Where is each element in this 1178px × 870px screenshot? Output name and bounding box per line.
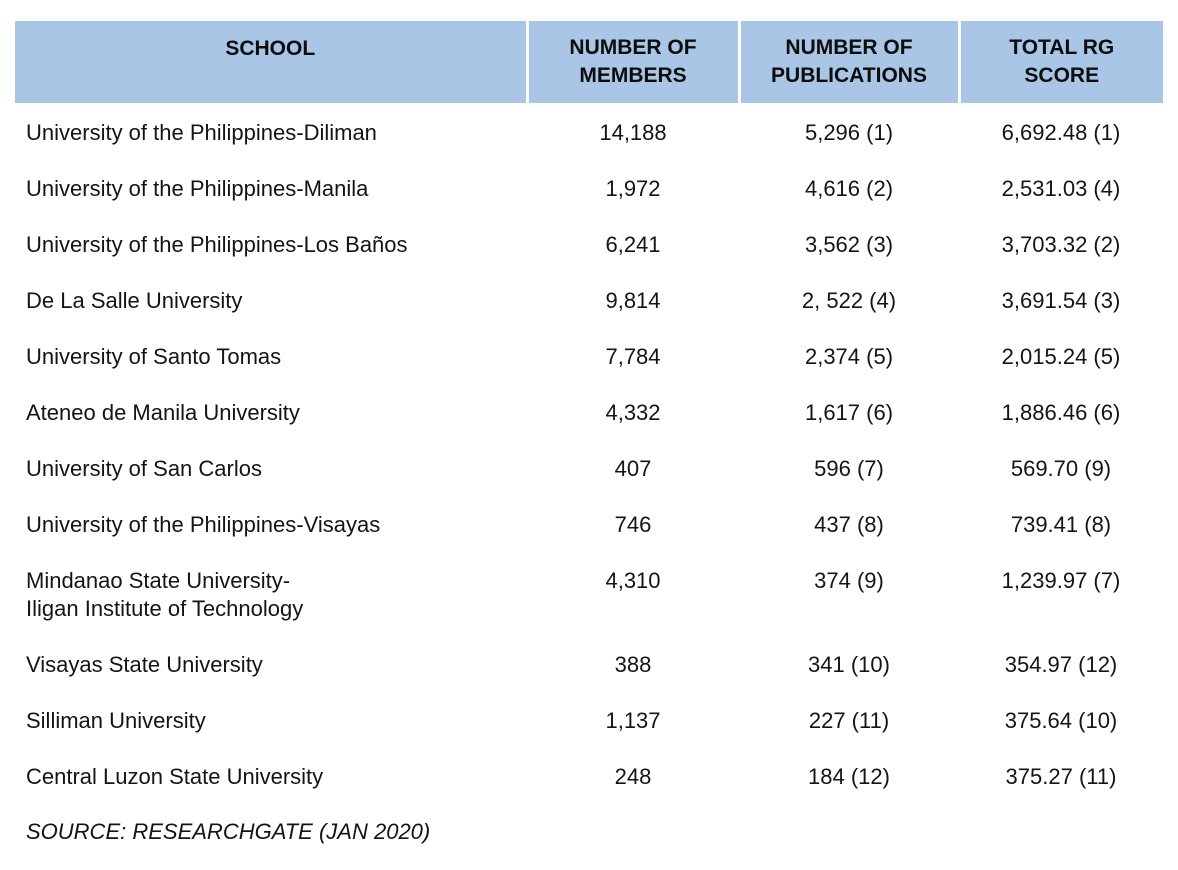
- school-name-line: University of San Carlos: [26, 456, 262, 481]
- cell-members: 388: [614, 652, 652, 677]
- cell-rg-score: 3,703.32 (2): [1001, 232, 1121, 257]
- source-note: SOURCE: RESEARCHGATE (JAN 2020): [26, 819, 431, 844]
- table-row: De La Salle University 9,814 2, 522 (4) 3,6…: [15, 274, 1163, 330]
- cell-school: De La Salle University: [15, 274, 527, 330]
- table-row: University of the Philippines-Visayas 746…: [15, 498, 1163, 554]
- cell-rg-score: 375.64 (10): [1004, 708, 1118, 733]
- cell-publications: 596 (7): [814, 456, 884, 481]
- table-row: University of the Philippines-Diliman 14,…: [15, 103, 1163, 162]
- cell-members: 407: [614, 456, 652, 481]
- cell-publications: 341 (10): [808, 652, 890, 677]
- table-row: Mindanao State University- Iligan Institu…: [15, 554, 1163, 638]
- header-publications-line: PUBLICATIONS: [771, 64, 927, 87]
- cell-rg-score: 2,015.24 (5): [1001, 344, 1121, 369]
- table-row: Silliman University 1,137 227 (11) 375.64 (…: [15, 694, 1163, 750]
- cell-members: 1,972: [605, 176, 661, 201]
- table-row: Ateneo de Manila University 4,332 1,617 (6…: [15, 386, 1163, 442]
- school-name-line: University of the Philippines-Manila: [26, 176, 369, 201]
- cell-rg-score: 375.27 (11): [1005, 764, 1117, 789]
- cell-members: 14,188: [599, 120, 667, 145]
- cell-school: Silliman University: [15, 694, 527, 750]
- header-members: NUMBER OF MEMBERS: [525, 21, 739, 103]
- cell-school: Mindanao State University- Iligan Institu…: [15, 554, 527, 638]
- school-name-line: Central Luzon State University: [26, 764, 324, 789]
- cell-members: 6,241: [605, 232, 661, 257]
- cell-rg-score: 569.70 (9): [1010, 456, 1112, 481]
- table-container: SCHOOL NUMBER OF MEMBERS NUMBER OF PUBLI…: [15, 21, 1163, 806]
- cell-publications: 2,374 (5): [804, 344, 894, 369]
- table-body: University of the Philippines-Diliman 14,…: [15, 103, 1163, 806]
- header-publications: NUMBER OF PUBLICATIONS: [737, 21, 959, 103]
- cell-school: University of the Philippines-Visayas: [15, 498, 527, 554]
- cell-publications: 1,617 (6): [804, 400, 894, 425]
- cell-school: University of Santo Tomas: [15, 330, 527, 386]
- header-school-line: SCHOOL: [225, 37, 316, 60]
- header-members-line: MEMBERS: [579, 64, 687, 87]
- cell-rg-score: 354.97 (12): [1004, 652, 1118, 677]
- cell-members: 7,784: [605, 344, 661, 369]
- school-name-line: Ateneo de Manila University: [26, 400, 300, 425]
- cell-publications: 4,616 (2): [804, 176, 894, 201]
- table-row: Visayas State University 388 341 (10) 354.9…: [15, 638, 1163, 694]
- cell-publications: 184 (12): [808, 764, 890, 789]
- cell-school: University of the Philippines-Manila: [15, 162, 527, 218]
- cell-members: 4,310: [605, 568, 661, 593]
- header-members-line: NUMBER OF: [569, 36, 697, 59]
- cell-members: 1,137: [605, 708, 661, 733]
- cell-members: 248: [614, 764, 652, 789]
- school-name-line: Mindanao State University-: [26, 568, 291, 593]
- cell-school: University of the Philippines-Los Baños: [15, 218, 527, 274]
- school-name-line: De La Salle University: [26, 288, 243, 313]
- cell-publications: 3,562 (3): [804, 232, 894, 257]
- cell-publications: 374 (9): [814, 568, 884, 593]
- cell-rg-score: 1,886.46 (6): [1001, 400, 1121, 425]
- cell-publications: 5,296 (1): [804, 120, 894, 145]
- cell-members: 4,332: [605, 400, 661, 425]
- header-school: SCHOOL: [15, 21, 527, 103]
- header-rg-score-line: SCORE: [1024, 64, 1100, 87]
- header-row: SCHOOL NUMBER OF MEMBERS NUMBER OF PUBLI…: [15, 21, 1163, 103]
- cell-school: Central Luzon State University: [15, 750, 527, 806]
- school-name-line: University of the Philippines-Los Baños: [26, 232, 408, 257]
- cell-school: University of the Philippines-Diliman: [15, 103, 527, 162]
- school-name-line: University of the Philippines-Visayas: [26, 512, 381, 537]
- table-header: SCHOOL NUMBER OF MEMBERS NUMBER OF PUBLI…: [15, 21, 1163, 103]
- header-publications-line: NUMBER OF: [785, 36, 913, 59]
- school-name-line: Visayas State University: [26, 652, 263, 677]
- cell-publications: 227 (11): [808, 708, 890, 733]
- table-row: Central Luzon State University 248 184 (12…: [15, 750, 1163, 806]
- table-row: University of the Philippines-Manila 1,97…: [15, 162, 1163, 218]
- table-row: University of San Carlos 407 596 (7) 569.70…: [15, 442, 1163, 498]
- cell-rg-score: 3,691.54 (3): [1001, 288, 1121, 313]
- cell-members: 746: [614, 512, 652, 537]
- cell-members: 9,814: [605, 288, 661, 313]
- cell-school: Ateneo de Manila University: [15, 386, 527, 442]
- school-name-line: Iligan Institute of Technology: [26, 596, 304, 621]
- header-rg-score: TOTAL RG SCORE: [957, 21, 1163, 103]
- table-row: University of Santo Tomas 7,784 2,374 (5) 2…: [15, 330, 1163, 386]
- school-name-line: University of Santo Tomas: [26, 344, 282, 369]
- rankings-table: SCHOOL NUMBER OF MEMBERS NUMBER OF PUBLI…: [15, 21, 1163, 806]
- cell-rg-score: 2,531.03 (4): [1001, 176, 1121, 201]
- cell-school: Visayas State University: [15, 638, 527, 694]
- cell-rg-score: 1,239.97 (7): [1001, 568, 1121, 593]
- cell-publications: 437 (8): [814, 512, 884, 537]
- cell-rg-score: 6,692.48 (1): [1001, 120, 1121, 145]
- table-row: University of the Philippines-Los Baños 6…: [15, 218, 1163, 274]
- cell-school: University of San Carlos: [15, 442, 527, 498]
- header-rg-score-line: TOTAL RG: [1009, 36, 1115, 59]
- cell-rg-score: 739.41 (8): [1010, 512, 1112, 537]
- cell-publications: 2, 522 (4): [801, 288, 897, 313]
- school-name-line: University of the Philippines-Diliman: [26, 120, 377, 145]
- school-name-line: Silliman University: [26, 708, 206, 733]
